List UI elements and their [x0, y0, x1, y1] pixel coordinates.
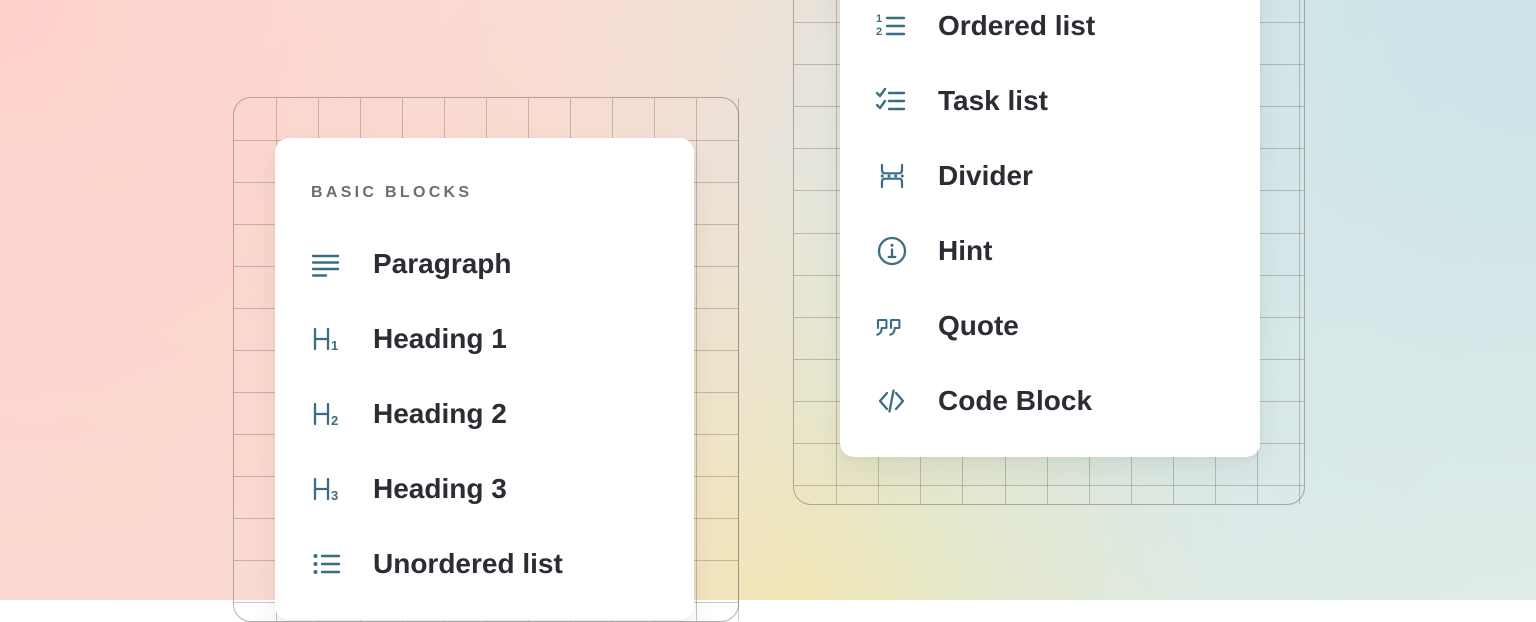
svg-text:3: 3	[331, 488, 338, 503]
svg-text:2: 2	[876, 26, 882, 38]
svg-text:1: 1	[876, 13, 882, 25]
svg-text:1: 1	[331, 338, 338, 353]
svg-text:2: 2	[331, 413, 338, 428]
